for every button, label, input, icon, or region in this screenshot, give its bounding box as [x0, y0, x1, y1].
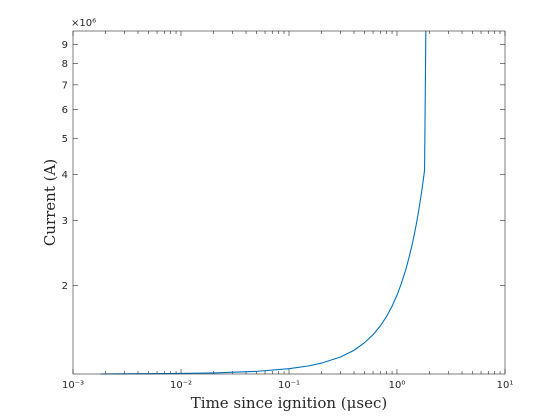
y-tick-label: 4 — [62, 170, 68, 181]
tick-label-layer: 10⁻³ 10⁻² 10⁻¹ 10⁰ 10¹ 2 3 4 5 6 7 8 9 — [62, 40, 514, 391]
y-tick-label: 3 — [62, 216, 68, 227]
y-tick-label: 9 — [62, 40, 68, 51]
tick-layer — [72, 31, 506, 374]
x-axis-label: Time since ignition (μsec) — [191, 394, 387, 412]
y-tick-label: 8 — [62, 59, 68, 70]
x-tick-label: 10⁻³ — [62, 380, 84, 391]
y-axis-label: Current (A) — [41, 159, 59, 246]
y-tick-label: 5 — [62, 134, 68, 145]
y-tick-label: 7 — [62, 80, 68, 91]
series-line — [100, 30, 427, 375]
axes-box — [72, 30, 506, 375]
x-tick-label: 10⁰ — [389, 380, 406, 391]
y-tick-label: 6 — [62, 105, 68, 116]
x-tick-label: 10⁻² — [170, 380, 192, 391]
y-tick-label: 2 — [62, 281, 68, 292]
y-multiplier-label: ×10⁶ — [71, 18, 96, 29]
x-tick-label: 10⁻¹ — [278, 380, 300, 391]
x-tick-label: 10¹ — [497, 380, 514, 391]
